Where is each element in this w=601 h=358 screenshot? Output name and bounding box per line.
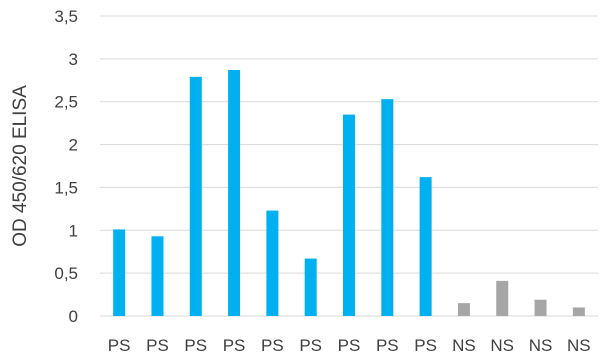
x-tick-label: PS bbox=[108, 336, 131, 355]
y-tick-label: 2,5 bbox=[54, 93, 78, 112]
bar bbox=[534, 299, 547, 316]
x-tick-label: PS bbox=[261, 336, 284, 355]
x-tick-label: NS bbox=[567, 336, 591, 355]
bar bbox=[419, 177, 432, 316]
bar bbox=[343, 114, 355, 316]
bar bbox=[381, 99, 394, 317]
bar bbox=[228, 70, 241, 316]
y-axis-tick-labels: 0 0,5 1 1,5 2 2,5 3 3,5 bbox=[54, 7, 78, 326]
bar bbox=[572, 307, 585, 316]
bar bbox=[304, 258, 317, 316]
bar bbox=[266, 210, 279, 316]
y-axis-title: OD 450/620 ELISA bbox=[10, 85, 31, 247]
bar bbox=[496, 280, 509, 316]
x-tick-label: NS bbox=[529, 336, 553, 355]
bar bbox=[113, 229, 126, 316]
bar bbox=[457, 303, 470, 316]
x-tick-label: PS bbox=[414, 336, 437, 355]
bar bbox=[151, 236, 164, 316]
bars bbox=[113, 70, 585, 317]
y-tick-label: 3 bbox=[69, 50, 78, 69]
bar bbox=[189, 76, 202, 316]
x-tick-label: PS bbox=[146, 336, 169, 355]
x-tick-label: NS bbox=[490, 336, 514, 355]
x-tick-label: PS bbox=[299, 336, 322, 355]
y-tick-label: 0,5 bbox=[54, 264, 78, 283]
x-tick-label: PS bbox=[376, 336, 399, 355]
x-tick-label: NS bbox=[452, 336, 476, 355]
y-tick-label: 1 bbox=[69, 221, 78, 240]
x-tick-label: PS bbox=[184, 336, 207, 355]
y-tick-label: 2 bbox=[69, 136, 78, 155]
x-tick-label: PS bbox=[223, 336, 246, 355]
y-tick-label: 0 bbox=[69, 307, 78, 326]
x-axis-tick-labels: PS PS PS PS PS PS PS PS PS NS NS NS NS bbox=[108, 336, 591, 355]
y-tick-label: 1,5 bbox=[54, 178, 78, 197]
x-tick-label: PS bbox=[338, 336, 361, 355]
y-tick-label: 3,5 bbox=[54, 7, 78, 26]
